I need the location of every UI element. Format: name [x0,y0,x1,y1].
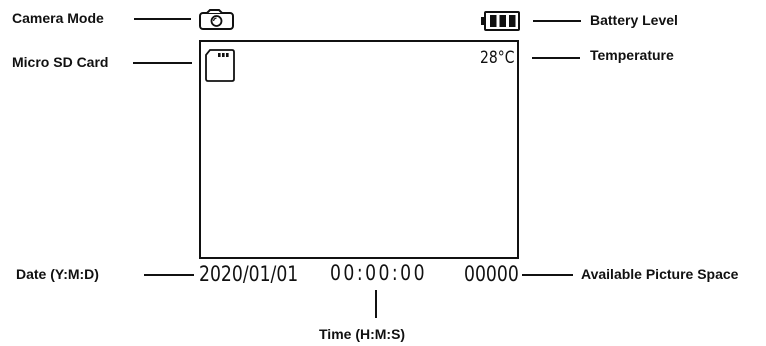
battery-bar [490,15,497,27]
camera-mode-label: Camera Mode [12,10,104,26]
battery-level-label: Battery Level [590,12,678,28]
date-label: Date (Y:M:D) [16,266,99,282]
battery-leader [533,20,581,22]
battery-bar [499,15,506,27]
micro-sd-card-label: Micro SD Card [12,54,109,70]
temperature-readout: 28°C [480,48,515,68]
date-readout: 2020/01/01 [199,262,299,286]
time-readout: 00:00:00 [330,261,428,285]
time-label: Time (H:M:S) [319,326,406,342]
time-leader [375,290,377,318]
battery-icon [481,11,520,31]
picture-count-readout: 00000 [464,262,519,286]
sd-card-icon [205,49,235,82]
camera-icon [199,9,234,30]
camera-mode-leader [134,18,191,20]
date-leader [144,274,194,276]
temperature-label: Temperature [590,47,674,63]
battery-bar [509,15,516,27]
lcd-frame [199,40,519,259]
temperature-leader [532,57,580,59]
available-space-label: Available Picture Space [581,266,739,282]
available-space-leader [522,274,573,276]
micro-sd-leader [133,62,192,64]
